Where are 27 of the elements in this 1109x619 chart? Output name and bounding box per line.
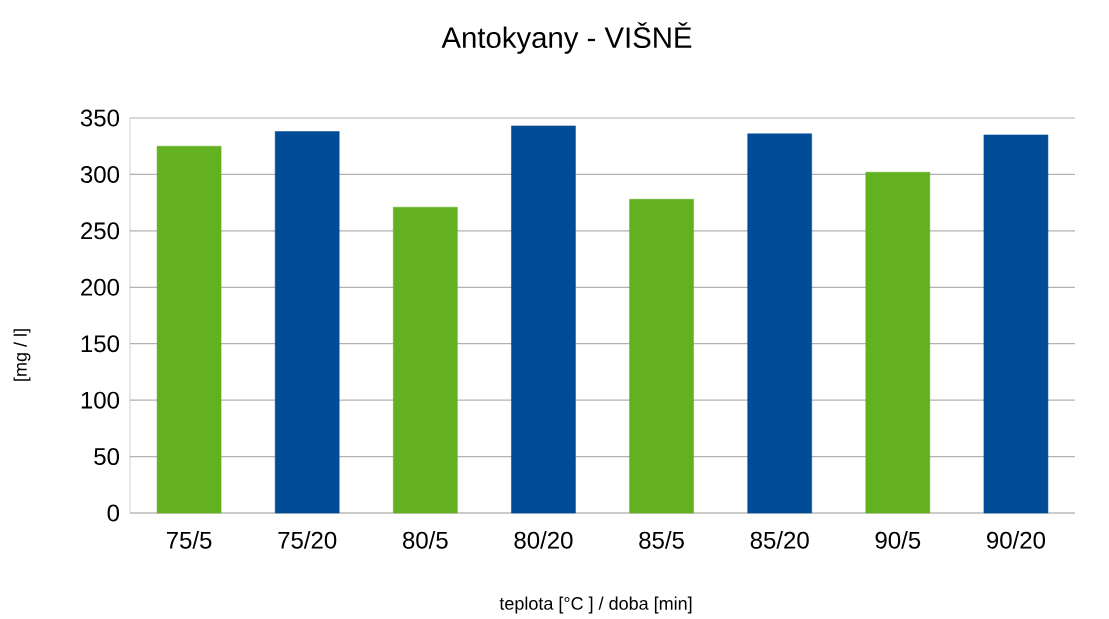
- y-tick-label: 150: [81, 335, 120, 353]
- y-tick-label: 0: [107, 504, 120, 522]
- y-tick-label: 300: [80, 165, 120, 183]
- bar: [511, 125, 576, 514]
- bar: [393, 206, 458, 514]
- bar: [156, 145, 222, 514]
- chart-title: Antokyany - VIŠNĚ: [441, 22, 692, 54]
- x-tick-label: 90/5: [875, 531, 921, 549]
- bar: [274, 131, 340, 514]
- y-tick-label: 100: [81, 391, 120, 409]
- x-tick-label: 90/20: [987, 531, 1046, 549]
- bar: [747, 133, 812, 514]
- x-tick-label: 85/5: [639, 531, 684, 549]
- bar: [865, 171, 931, 514]
- bar: [983, 134, 1049, 514]
- x-tick-label: 75/20: [278, 531, 337, 549]
- x-tick-label: 75/5: [166, 531, 212, 549]
- y-axis-title: [mg / l]: [13, 329, 31, 381]
- x-tick-label: 80/20: [514, 531, 573, 549]
- x-tick-label: 85/20: [750, 531, 809, 549]
- x-tick-label: 80/5: [403, 531, 448, 549]
- x-axis-title: teplota [°C ] / doba [min]: [499, 596, 692, 614]
- y-tick-label: 250: [81, 222, 120, 240]
- y-tick-label: 200: [81, 278, 120, 296]
- y-tick-label: 350: [80, 109, 120, 127]
- y-tick-label: 50: [94, 448, 120, 466]
- bar: [629, 198, 694, 514]
